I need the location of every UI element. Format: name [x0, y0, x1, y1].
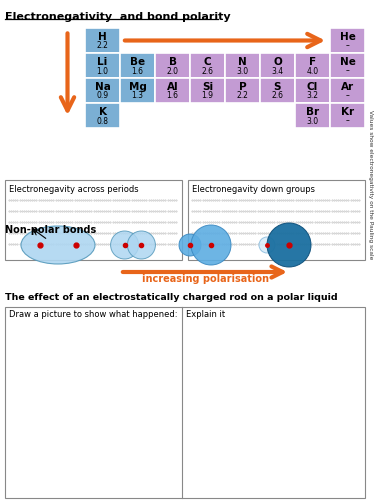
Text: 3.0: 3.0: [306, 116, 318, 126]
FancyBboxPatch shape: [260, 78, 295, 103]
Text: F: F: [309, 56, 316, 66]
FancyBboxPatch shape: [188, 180, 365, 260]
Text: increasing polarisation: increasing polarisation: [141, 274, 268, 284]
Text: O: O: [273, 56, 282, 66]
Text: P: P: [238, 82, 246, 92]
FancyBboxPatch shape: [330, 78, 365, 103]
Text: Li: Li: [98, 56, 108, 66]
Text: 1.6: 1.6: [132, 66, 144, 76]
Text: 3.2: 3.2: [306, 92, 318, 100]
Text: Ar: Ar: [341, 82, 354, 92]
Text: –: –: [346, 92, 350, 100]
Text: Mg: Mg: [129, 82, 146, 92]
Text: Si: Si: [202, 82, 213, 92]
Circle shape: [191, 225, 231, 265]
FancyBboxPatch shape: [5, 307, 365, 498]
Circle shape: [267, 223, 311, 267]
Text: Br: Br: [306, 107, 319, 117]
FancyBboxPatch shape: [85, 78, 120, 103]
Text: Be: Be: [130, 56, 145, 66]
Text: Na: Na: [94, 82, 110, 92]
Text: Explain it: Explain it: [186, 310, 225, 319]
Text: –: –: [346, 66, 350, 76]
FancyBboxPatch shape: [190, 78, 225, 103]
Text: 2.6: 2.6: [272, 92, 284, 100]
FancyBboxPatch shape: [155, 78, 190, 103]
Text: Values show electronegativity on the Pauling scale: Values show electronegativity on the Pau…: [369, 110, 374, 260]
FancyBboxPatch shape: [330, 103, 365, 128]
Text: 2.2: 2.2: [97, 42, 108, 50]
Text: 2.0: 2.0: [166, 66, 178, 76]
FancyBboxPatch shape: [225, 53, 260, 78]
Text: H: H: [98, 32, 107, 42]
Text: C: C: [204, 56, 212, 66]
Circle shape: [128, 231, 155, 259]
FancyBboxPatch shape: [85, 103, 120, 128]
Text: 2.6: 2.6: [201, 66, 213, 76]
Text: K: K: [99, 107, 106, 117]
Text: 1.6: 1.6: [166, 92, 178, 100]
Text: Al: Al: [166, 82, 178, 92]
FancyBboxPatch shape: [295, 53, 330, 78]
Text: 3.4: 3.4: [272, 66, 284, 76]
Text: B: B: [168, 56, 177, 66]
FancyBboxPatch shape: [120, 53, 155, 78]
Ellipse shape: [21, 226, 95, 264]
FancyBboxPatch shape: [190, 53, 225, 78]
FancyBboxPatch shape: [85, 28, 120, 53]
Text: Cl: Cl: [307, 82, 318, 92]
FancyBboxPatch shape: [85, 53, 120, 78]
Text: 0.8: 0.8: [96, 116, 108, 126]
Text: 2.2: 2.2: [237, 92, 248, 100]
Text: 1.0: 1.0: [96, 66, 108, 76]
Text: Ne: Ne: [340, 56, 356, 66]
Text: The effect of an electrostatically charged rod on a polar liquid: The effect of an electrostatically charg…: [5, 293, 338, 302]
Text: Electronegativity  and bond polarity: Electronegativity and bond polarity: [5, 12, 231, 22]
Text: 1.3: 1.3: [132, 92, 144, 100]
FancyBboxPatch shape: [120, 78, 155, 103]
FancyBboxPatch shape: [225, 78, 260, 103]
FancyBboxPatch shape: [295, 103, 330, 128]
Circle shape: [179, 234, 201, 256]
Text: –: –: [346, 116, 350, 126]
Text: Electronegavity down groups: Electronegavity down groups: [192, 185, 315, 194]
Circle shape: [259, 237, 275, 253]
Text: Non-polar bonds: Non-polar bonds: [5, 225, 96, 235]
FancyBboxPatch shape: [330, 28, 365, 53]
FancyBboxPatch shape: [155, 53, 190, 78]
FancyBboxPatch shape: [295, 78, 330, 103]
Text: 3.0: 3.0: [236, 66, 249, 76]
Text: N: N: [238, 56, 247, 66]
FancyBboxPatch shape: [330, 53, 365, 78]
Text: S: S: [274, 82, 281, 92]
Text: –: –: [346, 42, 350, 50]
Text: Draw a picture to show what happened:: Draw a picture to show what happened:: [9, 310, 177, 319]
Text: 0.9: 0.9: [96, 92, 109, 100]
Text: Electronegavity across periods: Electronegavity across periods: [9, 185, 139, 194]
FancyBboxPatch shape: [260, 53, 295, 78]
Circle shape: [111, 231, 139, 259]
Text: 4.0: 4.0: [306, 66, 318, 76]
Text: 1.9: 1.9: [201, 92, 213, 100]
Text: Kr: Kr: [341, 107, 354, 117]
FancyBboxPatch shape: [5, 180, 182, 260]
Text: He: He: [340, 32, 356, 42]
